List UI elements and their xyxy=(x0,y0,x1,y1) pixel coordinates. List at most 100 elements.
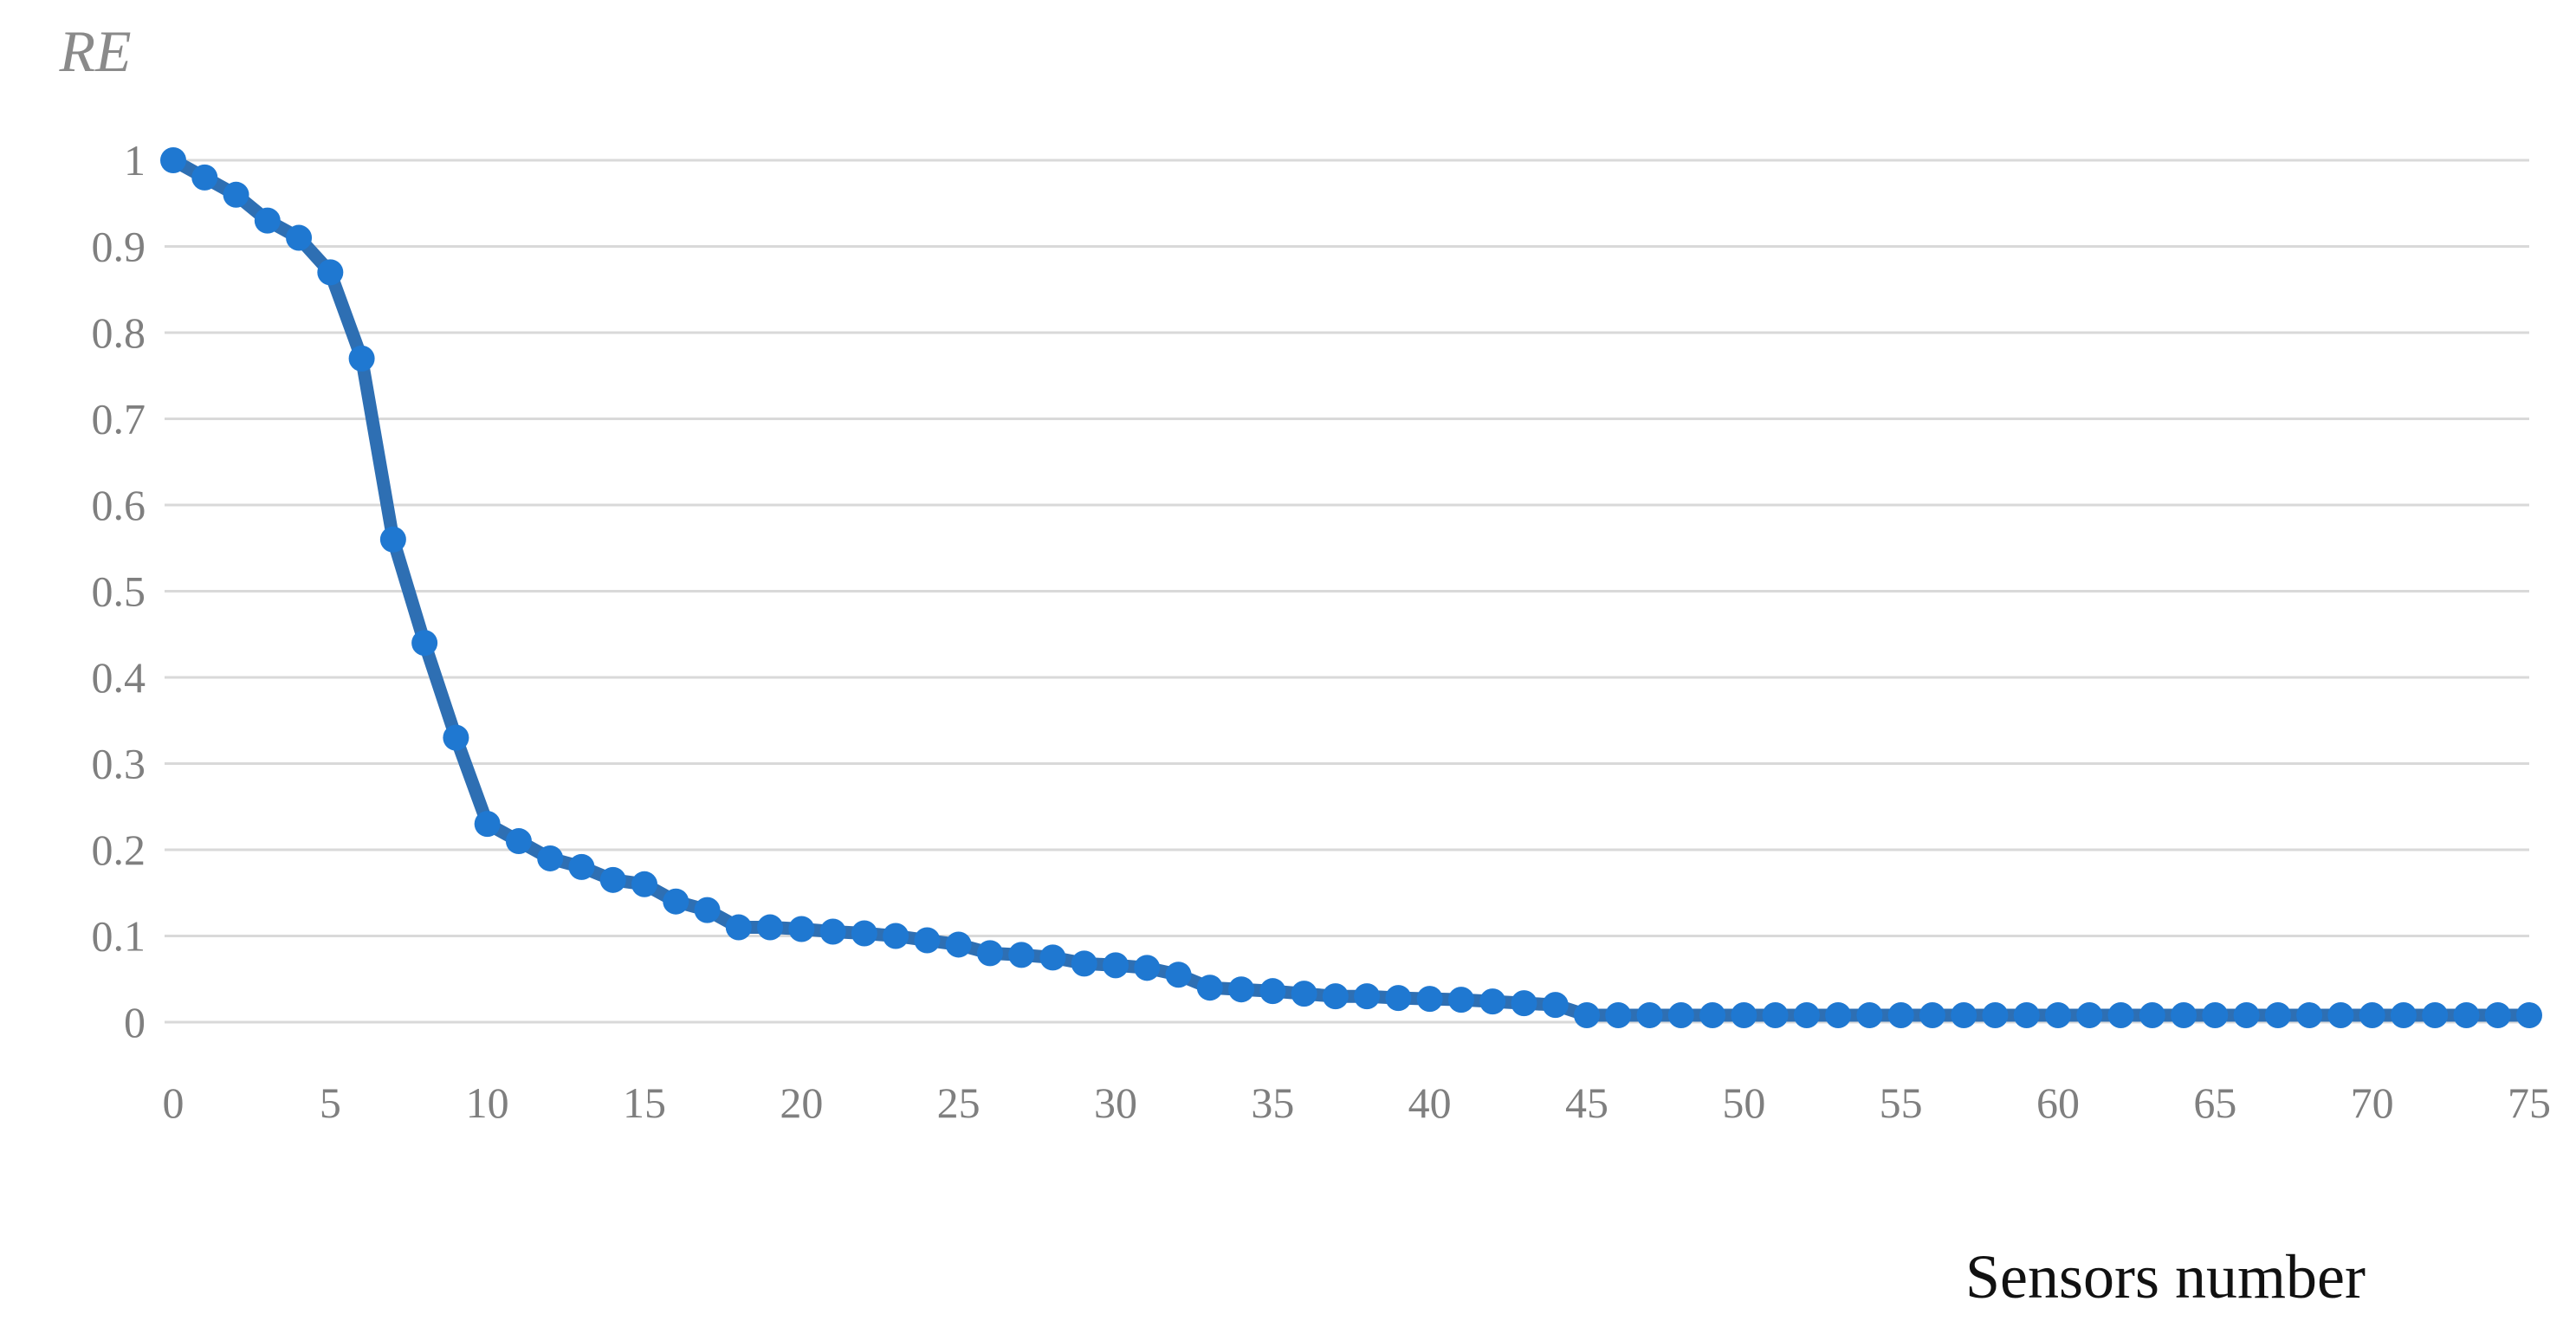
data-point xyxy=(1165,962,1192,988)
data-point xyxy=(725,914,752,941)
x-tick-label: 75 xyxy=(2508,1078,2551,1127)
data-point xyxy=(1825,1002,1852,1029)
data-point xyxy=(757,914,784,941)
data-point xyxy=(2422,1002,2449,1029)
data-point xyxy=(976,940,1003,967)
data-point xyxy=(2202,1002,2229,1029)
x-tick-label: 40 xyxy=(1408,1078,1452,1127)
data-point xyxy=(1479,988,1506,1015)
data-point xyxy=(223,181,249,208)
data-point xyxy=(2171,1002,2197,1029)
data-point xyxy=(2107,1002,2134,1029)
data-point xyxy=(474,811,501,838)
data-point xyxy=(945,931,972,958)
data-point xyxy=(2233,1002,2260,1029)
y-tick-label: 1 xyxy=(124,136,146,185)
data-point xyxy=(1134,955,1161,981)
data-point xyxy=(599,866,626,893)
data-point xyxy=(1039,944,1066,971)
x-tick-label: 30 xyxy=(1094,1078,1137,1127)
y-tick-label: 0.1 xyxy=(92,912,146,961)
data-point xyxy=(348,345,375,372)
data-point xyxy=(505,828,532,855)
data-point xyxy=(2139,1002,2165,1029)
data-point xyxy=(1008,942,1035,968)
data-point xyxy=(851,920,877,947)
data-point xyxy=(663,888,689,915)
data-point xyxy=(2045,1002,2071,1029)
data-point xyxy=(2327,1002,2354,1029)
data-point xyxy=(1605,1002,1632,1029)
x-tick-label: 25 xyxy=(937,1078,981,1127)
y-axis-ticks: 0 0.1 0.2 0.3 0.4 0.5 0.6 0.7 0.8 0.9 1 xyxy=(92,136,146,1046)
data-point xyxy=(2296,1002,2323,1029)
data-point xyxy=(1416,986,1443,1013)
data-point xyxy=(2390,1002,2417,1029)
gridlines xyxy=(165,159,2529,1024)
data-point xyxy=(1887,1002,1914,1029)
x-tick-label: 35 xyxy=(1251,1078,1294,1127)
data-point xyxy=(1291,981,1317,1007)
y-tick-label: 0.6 xyxy=(92,481,146,529)
data-point xyxy=(1636,1002,1663,1029)
data-point xyxy=(819,918,846,945)
data-point xyxy=(1196,975,1223,1001)
data-point xyxy=(537,845,564,871)
data-point xyxy=(2264,1002,2291,1029)
data-point xyxy=(411,630,438,657)
x-tick-label: 70 xyxy=(2351,1078,2394,1127)
data-point xyxy=(1447,987,1474,1013)
data-point xyxy=(1667,1002,1694,1029)
data-point xyxy=(191,164,218,191)
x-tick-label: 50 xyxy=(1722,1078,1765,1127)
x-axis-ticks: 0 5 10 15 20 25 30 35 40 45 50 55 60 65 70 75 xyxy=(163,1078,2552,1127)
data-point xyxy=(379,526,406,553)
data-point xyxy=(1259,978,1286,1005)
data-point xyxy=(1228,976,1255,1003)
x-tick-label: 5 xyxy=(320,1078,341,1127)
y-axis-label: RE xyxy=(58,18,131,84)
data-point xyxy=(1793,1002,1820,1029)
data-point xyxy=(1071,950,1097,977)
data-point xyxy=(694,897,721,923)
x-tick-label: 15 xyxy=(623,1078,666,1127)
data-point xyxy=(1731,1002,1757,1029)
series-line-0 xyxy=(166,153,2536,1022)
y-tick-label: 0 xyxy=(124,998,146,1046)
x-tick-label: 55 xyxy=(1880,1078,1923,1127)
data-point xyxy=(1322,983,1349,1010)
data-point xyxy=(2359,1002,2385,1029)
y-tick-label: 0.9 xyxy=(92,223,146,271)
y-tick-label: 0.7 xyxy=(92,395,146,444)
data-point xyxy=(1919,1002,1945,1029)
data-point xyxy=(2516,1002,2542,1029)
data-point xyxy=(1699,1002,1726,1029)
x-tick-label: 60 xyxy=(2036,1078,2080,1127)
data-point xyxy=(883,923,909,949)
data-point xyxy=(1542,992,1569,1019)
data-point xyxy=(2453,1002,2480,1029)
data-point xyxy=(631,871,657,897)
data-point xyxy=(317,259,344,286)
data-point xyxy=(2013,1002,2040,1029)
data-point xyxy=(286,224,313,251)
data-point xyxy=(1354,983,1381,1010)
x-tick-label: 10 xyxy=(466,1078,509,1127)
data-point xyxy=(1574,1002,1600,1029)
data-point xyxy=(2076,1002,2103,1029)
y-tick-label: 0.4 xyxy=(92,653,146,702)
x-axis-label: Sensors number xyxy=(1965,1242,2366,1311)
data-point xyxy=(2484,1002,2511,1029)
data-point xyxy=(1511,990,1537,1017)
data-point xyxy=(1762,1002,1789,1029)
data-point xyxy=(1951,1002,1977,1029)
data-point xyxy=(1856,1002,1883,1029)
data-point xyxy=(1982,1002,2009,1029)
y-tick-label: 0.3 xyxy=(92,740,146,788)
y-tick-label: 0.8 xyxy=(92,308,146,357)
data-point xyxy=(160,147,186,173)
x-tick-label: 20 xyxy=(780,1078,823,1127)
data-point xyxy=(1385,985,1412,1012)
